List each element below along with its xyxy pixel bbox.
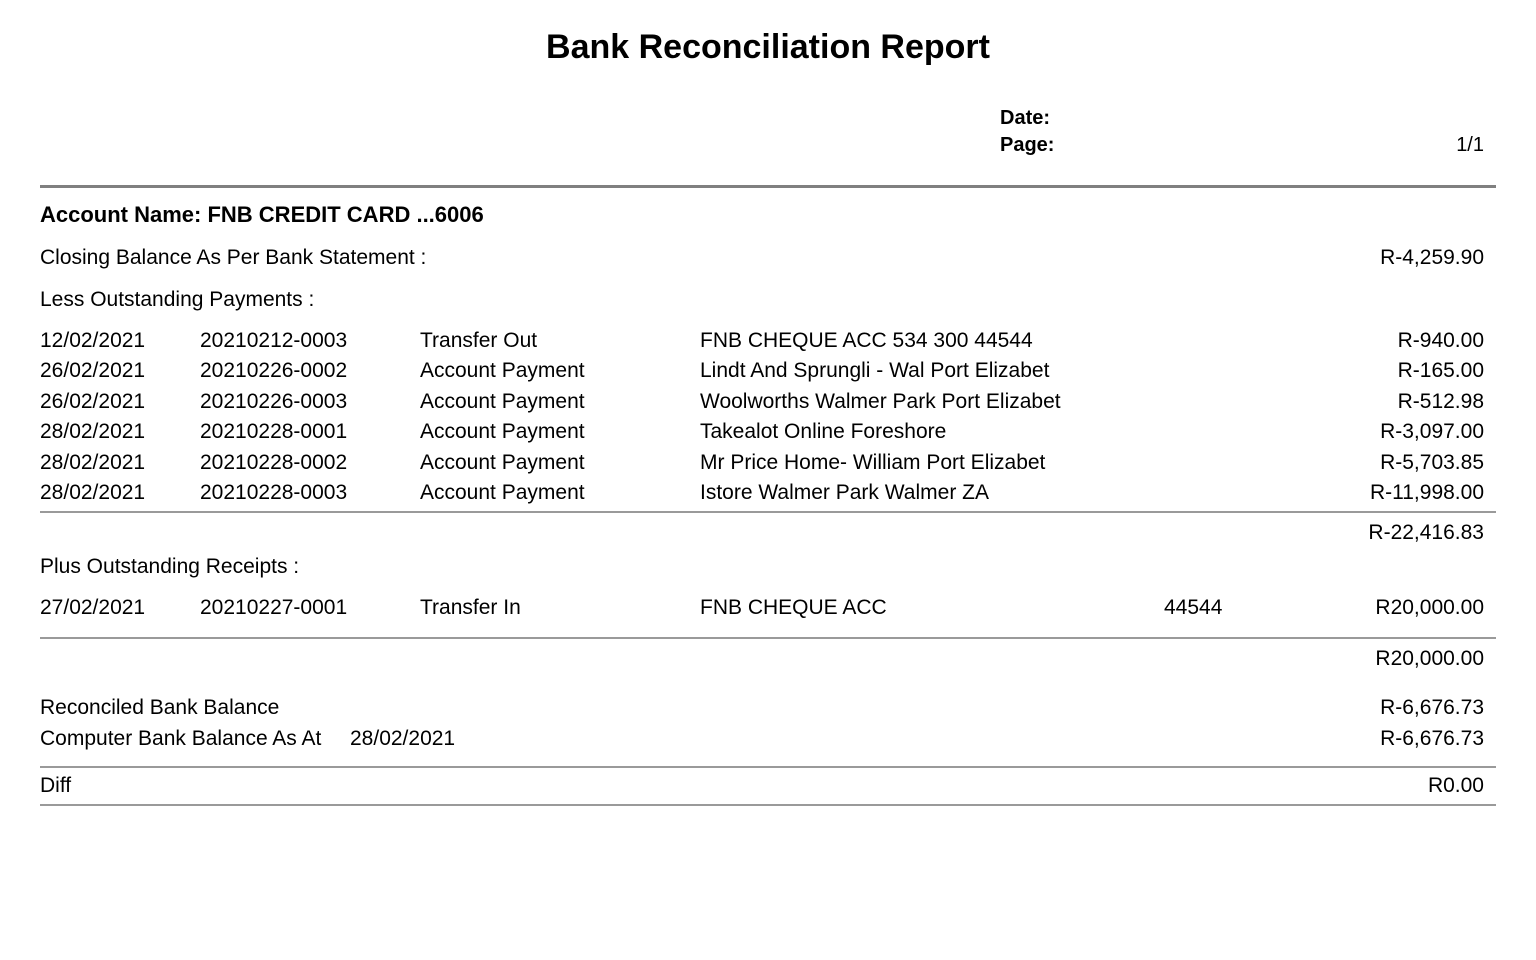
closing-balance-row: Closing Balance As Per Bank Statement : … bbox=[40, 246, 1496, 270]
rule-top bbox=[40, 185, 1496, 188]
payment-type: Account Payment bbox=[420, 356, 700, 386]
payment-date: 12/02/2021 bbox=[40, 326, 200, 356]
receipt-amount: R20,000.00 bbox=[1304, 593, 1496, 623]
payment-row: 12/02/202120210212-0003Transfer OutFNB C… bbox=[40, 326, 1496, 356]
receipt-desc: FNB CHEQUE ACC bbox=[700, 593, 1164, 623]
date-value bbox=[1100, 107, 1496, 130]
payment-ref: 20210228-0002 bbox=[200, 448, 420, 478]
receipt-row: 27/02/202120210227-0001Transfer InFNB CH… bbox=[40, 593, 1496, 623]
plus-outstanding-label: Plus Outstanding Receipts : bbox=[40, 555, 1496, 579]
payments-subtotal-row: R-22,416.83 bbox=[40, 513, 1496, 555]
payment-row: 26/02/202120210226-0003Account PaymentWo… bbox=[40, 387, 1496, 417]
payment-ref: 20210226-0002 bbox=[200, 356, 420, 386]
diff-label: Diff bbox=[40, 774, 1284, 798]
payments-table: 12/02/202120210212-0003Transfer OutFNB C… bbox=[40, 326, 1496, 509]
payment-desc: FNB CHEQUE ACC 534 300 44544 bbox=[700, 326, 1304, 356]
computer-balance-row: Computer Bank Balance As At 28/02/2021 R… bbox=[40, 724, 1496, 754]
page-value: 1/1 bbox=[1100, 134, 1496, 157]
reconciled-row: Reconciled Bank Balance R-6,676.73 bbox=[40, 693, 1496, 723]
receipts-subtotal: R20,000.00 bbox=[1284, 647, 1496, 671]
payment-amount: R-940.00 bbox=[1304, 326, 1496, 356]
payment-date: 26/02/2021 bbox=[40, 356, 200, 386]
computer-balance-label: Computer Bank Balance As At bbox=[40, 724, 350, 754]
payment-row: 28/02/202120210228-0002Account PaymentMr… bbox=[40, 448, 1496, 478]
payment-ref: 20210226-0003 bbox=[200, 387, 420, 417]
payment-amount: R-512.98 bbox=[1304, 387, 1496, 417]
payment-amount: R-11,998.00 bbox=[1304, 478, 1496, 508]
less-outstanding-label: Less Outstanding Payments : bbox=[40, 288, 1496, 312]
payment-date: 26/02/2021 bbox=[40, 387, 200, 417]
receipt-date: 27/02/2021 bbox=[40, 593, 200, 623]
reconciled-label: Reconciled Bank Balance bbox=[40, 693, 350, 723]
closing-balance-value: R-4,259.90 bbox=[1284, 246, 1496, 270]
payment-type: Account Payment bbox=[420, 417, 700, 447]
report-page: Bank Reconciliation Report Date: Page: 1… bbox=[0, 0, 1536, 960]
receipt-ref: 20210227-0001 bbox=[200, 593, 420, 623]
receipt-desc2: 44544 bbox=[1164, 593, 1304, 623]
payment-amount: R-165.00 bbox=[1304, 356, 1496, 386]
diff-row: Diff R0.00 bbox=[40, 768, 1496, 804]
rule-diff-bottom bbox=[40, 804, 1496, 806]
computer-balance-value: R-6,676.73 bbox=[1284, 724, 1496, 754]
payment-ref: 20210212-0003 bbox=[200, 326, 420, 356]
payment-desc: Istore Walmer Park Walmer ZA bbox=[700, 478, 1304, 508]
report-title: Bank Reconciliation Report bbox=[40, 28, 1496, 67]
payment-type: Account Payment bbox=[420, 448, 700, 478]
payment-amount: R-3,097.00 bbox=[1304, 417, 1496, 447]
payment-date: 28/02/2021 bbox=[40, 448, 200, 478]
page-label: Page: bbox=[1000, 134, 1100, 157]
receipts-subtotal-row: R20,000.00 bbox=[40, 639, 1496, 681]
diff-value: R0.00 bbox=[1284, 774, 1496, 798]
payment-row: 26/02/202120210226-0002Account PaymentLi… bbox=[40, 356, 1496, 386]
closing-balance-label: Closing Balance As Per Bank Statement : bbox=[40, 246, 1284, 270]
payment-amount: R-5,703.85 bbox=[1304, 448, 1496, 478]
payment-desc: Woolworths Walmer Park Port Elizabet bbox=[700, 387, 1304, 417]
payment-ref: 20210228-0003 bbox=[200, 478, 420, 508]
payment-desc: Mr Price Home- William Port Elizabet bbox=[700, 448, 1304, 478]
receipt-type: Transfer In bbox=[420, 593, 700, 623]
payment-type: Account Payment bbox=[420, 478, 700, 508]
receipts-table: 27/02/202120210227-0001Transfer InFNB CH… bbox=[40, 593, 1496, 623]
payment-type: Transfer Out bbox=[420, 326, 700, 356]
computer-balance-date: 28/02/2021 bbox=[350, 724, 1284, 754]
date-label: Date: bbox=[1000, 107, 1100, 130]
payments-subtotal: R-22,416.83 bbox=[1284, 521, 1496, 545]
account-name: Account Name: FNB CREDIT CARD ...6006 bbox=[40, 202, 1496, 228]
payment-row: 28/02/202120210228-0001Account PaymentTa… bbox=[40, 417, 1496, 447]
payment-ref: 20210228-0001 bbox=[200, 417, 420, 447]
payment-row: 28/02/202120210228-0003Account PaymentIs… bbox=[40, 478, 1496, 508]
reconciled-value: R-6,676.73 bbox=[1284, 693, 1496, 723]
payment-date: 28/02/2021 bbox=[40, 417, 200, 447]
payment-type: Account Payment bbox=[420, 387, 700, 417]
payment-date: 28/02/2021 bbox=[40, 478, 200, 508]
meta-page-row: Page: 1/1 bbox=[40, 134, 1496, 157]
payment-desc: Takealot Online Foreshore bbox=[700, 417, 1304, 447]
payment-desc: Lindt And Sprungli - Wal Port Elizabet bbox=[700, 356, 1304, 386]
meta-date-row: Date: bbox=[40, 107, 1496, 130]
